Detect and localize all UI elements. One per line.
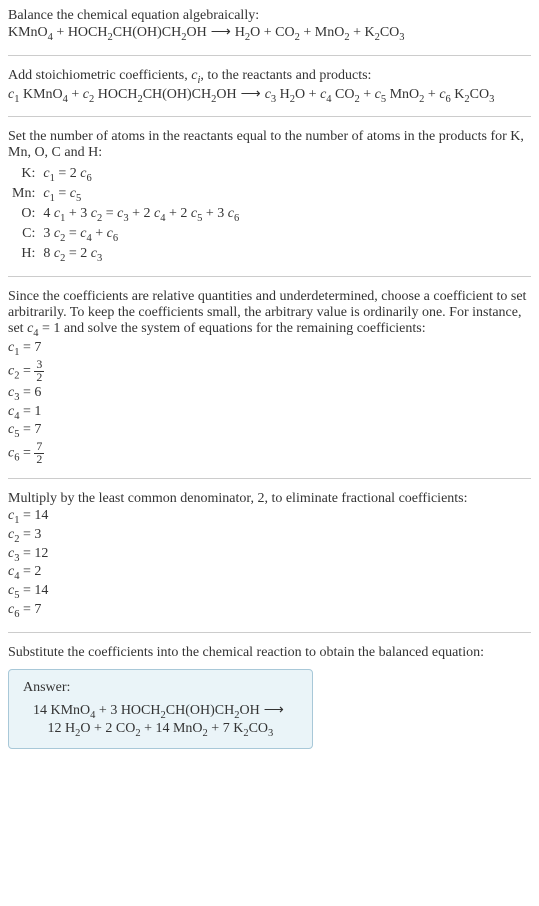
coef-line: c2 = 32: [8, 359, 531, 384]
table-row: H:8 c2 = 2 c3: [8, 245, 243, 265]
divider: [8, 478, 531, 479]
solve-title: Since the coefficients are relative quan…: [8, 289, 531, 339]
coef-line: c5 = 7: [8, 422, 531, 440]
answer-box: Answer: 14 KMnO4 + 3 HOCH2CH(OH)CH2OH⟶ 1…: [8, 669, 313, 750]
answer-equation: 14 KMnO4 + 3 HOCH2CH(OH)CH2OH⟶ 12 H2O + …: [23, 702, 298, 739]
atom-label: Mn:: [8, 185, 39, 205]
atom-label: C:: [8, 225, 39, 245]
coef-line: c1 = 14: [8, 508, 531, 526]
divider: [8, 116, 531, 117]
atom-eq: 8 c2 = 2 c3: [39, 245, 243, 265]
atom-eq: 3 c2 = c4 + c6: [39, 225, 243, 245]
balance-equation: KMnO4 + HOCH2CH(OH)CH2OH⟶H2O + CO2 + MnO…: [8, 24, 531, 43]
substitute-title: Substitute the coefficients into the che…: [8, 645, 531, 661]
section-stoich: Add stoichiometric coefficients, ci, to …: [8, 68, 531, 105]
section-solve: Since the coefficients are relative quan…: [8, 289, 531, 466]
coef-line: c5 = 14: [8, 583, 531, 601]
table-row: C:3 c2 = c4 + c6: [8, 225, 243, 245]
atom-eq: 4 c1 + 3 c2 = c3 + 2 c4 + 2 c5 + 3 c6: [39, 205, 243, 225]
multiply-title: Multiply by the least common denominator…: [8, 491, 531, 507]
stoich-title: Add stoichiometric coefficients, ci, to …: [8, 68, 531, 86]
atom-eq: c1 = 2 c6: [39, 165, 243, 185]
coef-line: c4 = 2: [8, 564, 531, 582]
section-multiply: Multiply by the least common denominator…: [8, 491, 531, 620]
coef-line: c4 = 1: [8, 404, 531, 422]
divider: [8, 276, 531, 277]
table-row: O:4 c1 + 3 c2 = c3 + 2 c4 + 2 c5 + 3 c6: [8, 205, 243, 225]
divider: [8, 632, 531, 633]
coef-line: c3 = 6: [8, 385, 531, 403]
atoms-title: Set the number of atoms in the reactants…: [8, 129, 531, 161]
coef-line: c6 = 7: [8, 602, 531, 620]
section-substitute: Substitute the coefficients into the che…: [8, 645, 531, 750]
atoms-table: K:c1 = 2 c6 Mn:c1 = c5 O:4 c1 + 3 c2 = c…: [8, 165, 243, 264]
atom-label: K:: [8, 165, 39, 185]
table-row: K:c1 = 2 c6: [8, 165, 243, 185]
stoich-equation: c1 KMnO4 + c2 HOCH2CH(OH)CH2OH⟶c3 H2O + …: [8, 86, 531, 105]
atom-label: H:: [8, 245, 39, 265]
section-atoms: Set the number of atoms in the reactants…: [8, 129, 531, 264]
coef-line: c2 = 3: [8, 527, 531, 545]
atom-label: O:: [8, 205, 39, 225]
atom-eq: c1 = c5: [39, 185, 243, 205]
coef-line: c6 = 72: [8, 441, 531, 466]
balance-title: Balance the chemical equation algebraica…: [8, 8, 531, 24]
section-balance: Balance the chemical equation algebraica…: [8, 8, 531, 43]
divider: [8, 55, 531, 56]
coef-line: c1 = 7: [8, 340, 531, 358]
answer-label: Answer:: [23, 680, 298, 696]
coef-line: c3 = 12: [8, 546, 531, 564]
table-row: Mn:c1 = c5: [8, 185, 243, 205]
